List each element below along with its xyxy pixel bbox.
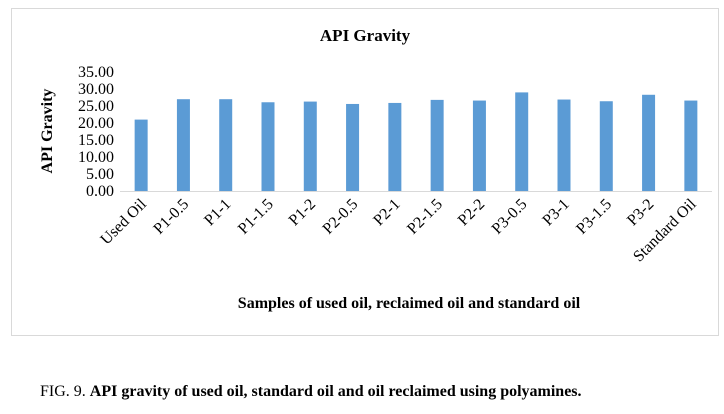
x-tick-label: P1-2 [286,196,319,229]
bar [515,92,529,191]
x-tick-label: P2-1.5 [404,196,446,238]
y-tick-label: 10.00 [78,149,114,166]
y-tick-label: 30.00 [78,81,114,98]
bar [346,103,360,191]
y-tick-label: 25.00 [78,98,114,115]
y-axis-title: API Gravity [39,89,56,174]
bar [472,100,486,191]
y-tick-label: 15.00 [78,132,114,149]
bar [684,100,698,191]
chart-area: API Gravity API Gravity Samples of used … [11,8,719,336]
x-tick-label: P1-1 [201,196,234,229]
x-tick-label: P3-1.5 [573,196,615,238]
x-tick-label: Used Oil [97,195,150,248]
bar [599,101,613,191]
x-tick-label: P2-1 [370,196,403,229]
bar [388,102,402,191]
x-tick-label: P3-0.5 [489,196,531,238]
y-tick-label: 20.00 [78,115,114,132]
caption-label: FIG. 9. [40,383,86,400]
bar-series [134,92,698,191]
bar [176,99,190,191]
bar [134,119,148,191]
x-tick-label: P3-2 [624,196,657,229]
x-tick-label: P2-2 [455,196,488,229]
y-tick-label: 5.00 [86,166,114,183]
caption-text: API gravity of used oil, standard oil an… [89,383,582,400]
bar [219,99,233,191]
figure-caption: FIG. 9. API gravity of used oil, standar… [40,383,582,401]
chart-title: API Gravity [320,26,411,45]
x-axis: Used Oil P1-0.5 P1-1 P1-1.5 P1-2 P2-0.5 P2-1 P2… [97,195,700,265]
bar [557,99,571,191]
bar-chart: API Gravity API Gravity Samples of used … [39,26,712,312]
x-tick-label: P1-1.5 [235,196,277,238]
x-tick-label: P2-0.5 [320,196,362,238]
bar [303,101,317,191]
x-axis-title: Samples of used oil, reclaimed oil and s… [238,295,581,312]
bar [642,94,656,191]
bar [261,102,275,191]
y-tick-label: 0.00 [86,183,114,200]
y-tick-label: 35.00 [78,64,114,81]
x-tick-label: P1-0.5 [150,196,192,238]
x-tick-label: P3-1 [539,196,572,229]
bar [430,99,444,191]
